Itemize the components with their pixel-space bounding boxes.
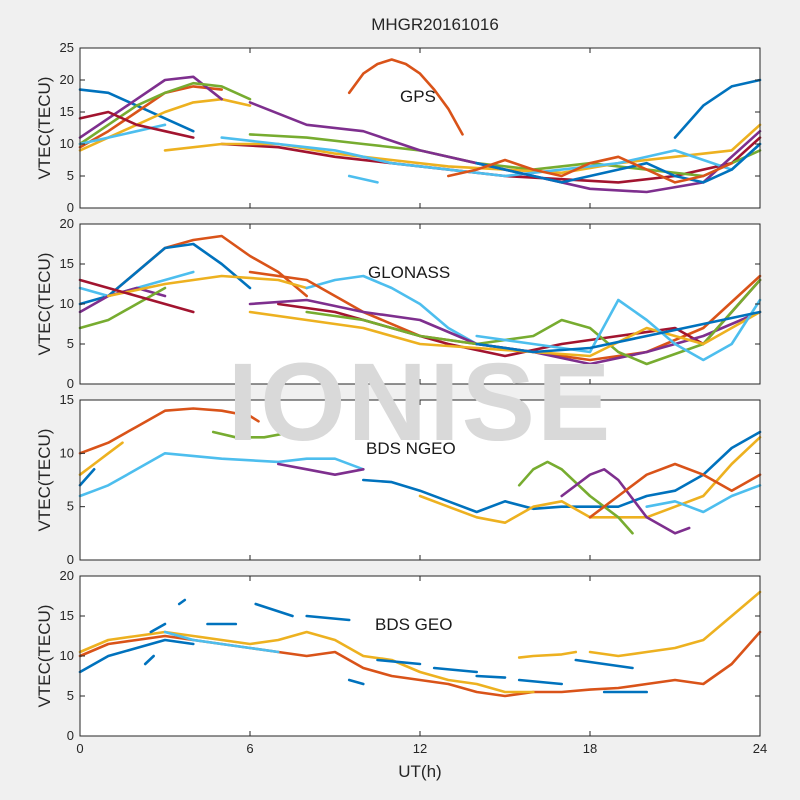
y-tick-label: 5 (67, 688, 74, 703)
series-line-1 (78, 630, 535, 694)
series-line-10 (588, 462, 762, 519)
series-line-5 (107, 274, 309, 298)
y-tick-label: 0 (67, 728, 74, 743)
series-line-12 (347, 678, 365, 686)
y-tick-label: 20 (60, 216, 74, 231)
panel-3: 0 5 10 15 20 0 6 12 18 24 VTEC(TECU) BDS GEO (35, 568, 767, 756)
series-line-6 (361, 430, 762, 514)
y-tick-label: 0 (67, 552, 74, 567)
y-tick-label: 25 (60, 40, 74, 55)
series-line-8 (673, 78, 762, 139)
y-tick-label: 5 (67, 168, 74, 183)
series-line-11 (305, 278, 762, 366)
y-tick-label: 10 (60, 648, 74, 663)
y-tick-label: 15 (60, 104, 74, 119)
x-tick-label: 24 (753, 741, 767, 756)
y-tick-label: 10 (60, 136, 74, 151)
series-line-2 (78, 638, 195, 674)
series-line-2 (78, 467, 96, 487)
panel-1: 0 5 10 15 20 VTEC(TECU) GLONASS (35, 216, 762, 391)
x-tick-label: 12 (413, 741, 427, 756)
series-line-11 (305, 614, 351, 622)
y-axis-label: VTEC(TECU) (35, 77, 54, 180)
plot-area (80, 400, 760, 560)
series-line-14 (432, 666, 479, 674)
series-line-3 (163, 630, 280, 654)
series-line-6 (143, 654, 155, 666)
series-line-6 (78, 278, 195, 314)
series-line-16 (517, 678, 564, 686)
panel-annotation: GPS (400, 87, 436, 106)
series-line-13 (475, 298, 762, 362)
y-tick-label: 20 (60, 72, 74, 87)
series-line-11 (645, 483, 762, 514)
y-axis-label: VTEC(TECU) (35, 253, 54, 356)
series-line-14 (475, 142, 762, 184)
series-line-4 (517, 650, 578, 659)
series-line-16 (347, 174, 379, 184)
series-line-12 (248, 310, 762, 358)
plot-area (80, 48, 760, 208)
series-line-3 (78, 75, 223, 139)
series-line-10 (248, 133, 762, 178)
series-line-7 (149, 622, 167, 634)
series-line-5 (588, 590, 762, 658)
series-line-17 (574, 658, 634, 670)
series-line-9 (560, 467, 691, 535)
panel-2: 0 5 10 15 VTEC(TECU) BDS NGEO (35, 392, 762, 567)
panel-annotation: BDS GEO (375, 615, 452, 634)
series-line-3 (78, 441, 124, 477)
series-line-4 (78, 286, 167, 330)
y-tick-label: 10 (60, 296, 74, 311)
series-line-15 (475, 674, 507, 679)
series-line-8 (517, 460, 634, 535)
series-line-5 (276, 462, 365, 477)
figure-title: MHGR20161016 (371, 15, 499, 34)
series-line-4 (78, 81, 252, 146)
series-line-0 (78, 407, 260, 455)
series-line-12 (220, 136, 762, 178)
series-line-13 (376, 658, 422, 666)
series-line-1 (78, 85, 223, 149)
chart-panels: 0 5 10 15 20 25 VTEC(TECU) GPS 0 5 10 15 20 VTEC(TECU… (35, 40, 767, 756)
y-tick-label: 5 (67, 499, 74, 514)
y-tick-label: 15 (60, 608, 74, 623)
panel-0: 0 5 10 15 20 25 VTEC(TECU) GPS (35, 40, 762, 215)
series-line-7 (305, 274, 479, 346)
y-tick-label: 20 (60, 568, 74, 583)
x-tick-label: 6 (246, 741, 253, 756)
series-line-6 (78, 110, 195, 139)
series-line-7 (347, 58, 464, 136)
panel-annotation: BDS NGEO (366, 439, 456, 458)
y-tick-label: 0 (67, 200, 74, 215)
y-axis-label: VTEC(TECU) (35, 429, 54, 532)
y-tick-label: 15 (60, 256, 74, 271)
x-tick-label: 18 (583, 741, 597, 756)
series-line-4 (211, 430, 294, 439)
panel-annotation: GLONASS (368, 263, 450, 282)
y-tick-label: 10 (60, 445, 74, 460)
y-tick-label: 15 (60, 392, 74, 407)
series-line-14 (475, 310, 762, 354)
y-tick-label: 0 (67, 376, 74, 391)
series-line-8 (177, 598, 187, 606)
y-tick-label: 5 (67, 336, 74, 351)
series-line-15 (446, 155, 734, 184)
x-axis-label: UT(h) (398, 762, 441, 781)
x-tick-label: 0 (76, 741, 83, 756)
series-line-1 (78, 451, 365, 498)
series-line-10 (254, 602, 294, 618)
y-axis-label: VTEC(TECU) (35, 605, 54, 708)
plot-area (80, 576, 760, 736)
watermark: IONISE (228, 341, 613, 464)
